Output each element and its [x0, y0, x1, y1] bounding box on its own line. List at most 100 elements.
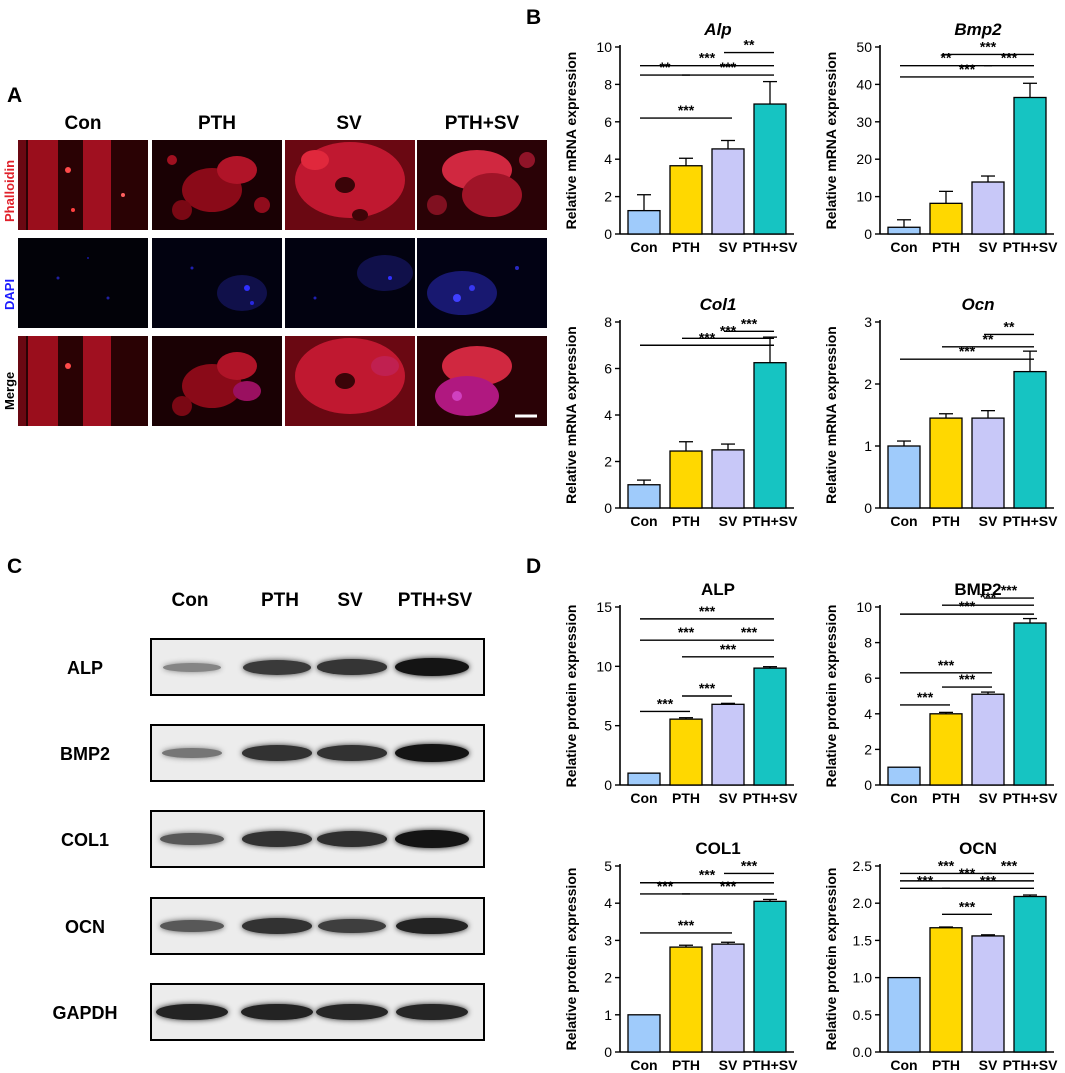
y-tick-label: 3	[864, 314, 872, 330]
significance-label: ***	[699, 603, 716, 619]
wb-label-bmp2: BMP2	[59, 744, 110, 764]
y-axis-label: Relative protein expression	[563, 868, 579, 1051]
bar-pth	[669, 718, 703, 786]
wb-blot-ocn	[150, 897, 485, 955]
y-tick-label: 2	[604, 970, 612, 986]
wb-band	[242, 918, 312, 934]
panel-label-a: A	[7, 84, 23, 107]
significance-label: ***	[741, 857, 758, 873]
significance-label: ***	[699, 329, 716, 345]
x-tick-label: PTH+SV	[1003, 239, 1059, 255]
significance-label: ***	[699, 680, 716, 696]
bar-pth	[929, 202, 963, 235]
significance-label: ***	[938, 657, 955, 673]
y-tick-label: 8	[864, 635, 872, 651]
significance-label: **	[941, 50, 952, 66]
bar-con	[627, 209, 661, 235]
panel-label-c: C	[7, 555, 23, 578]
micro-image-merge-con	[18, 336, 148, 426]
bar-con	[887, 976, 921, 1053]
bar-pth-sv	[753, 362, 787, 509]
bar-pth-sv	[753, 667, 787, 786]
wb-band	[316, 1003, 388, 1021]
micro-image-dapi-con	[18, 238, 148, 328]
micro-col-sv: SV	[336, 113, 362, 134]
significance-label: ***	[938, 857, 955, 873]
y-tick-label: 6	[604, 114, 612, 130]
x-tick-label: Con	[630, 513, 657, 529]
chart-title: Alp	[703, 20, 731, 39]
x-tick-label: Con	[890, 790, 917, 806]
bar-pth-sv	[1013, 96, 1047, 235]
y-tick-label: 10	[856, 599, 872, 615]
wb-band	[396, 1003, 468, 1021]
bar-sv	[711, 148, 745, 235]
x-tick-label: PTH+SV	[743, 239, 799, 255]
bar-pth	[669, 165, 703, 235]
y-tick-label: 8	[604, 314, 612, 330]
bar-sv	[711, 449, 745, 509]
x-tick-label: Con	[630, 1057, 657, 1073]
significance-label: ***	[678, 624, 695, 640]
micro-col-pth: PTH	[198, 113, 236, 134]
significance-label: **	[660, 59, 671, 75]
bar-con	[627, 772, 661, 786]
y-axis-label: Relative protein expression	[563, 605, 579, 788]
y-tick-label: 5	[604, 858, 612, 874]
wb-band	[242, 745, 312, 761]
y-tick-label: 0	[604, 500, 612, 516]
panel-label-d: D	[526, 555, 542, 578]
wb-label-alp: ALP	[67, 658, 103, 678]
significance-label: ***	[917, 689, 934, 705]
y-tick-label: 2.5	[853, 858, 873, 874]
significance-label: ***	[1001, 582, 1018, 598]
wb-band	[395, 744, 469, 762]
wb-col-con: Con	[171, 590, 209, 611]
significance-label: **	[744, 37, 755, 53]
y-axis-label: Relative mRNA expression	[823, 52, 839, 230]
x-tick-label: PTH+SV	[743, 790, 799, 806]
bar-sv	[711, 703, 745, 786]
y-tick-label: 6	[604, 361, 612, 377]
significance-label: ***	[980, 38, 997, 54]
y-tick-label: 40	[856, 76, 872, 92]
wb-blot-gapdh	[150, 983, 485, 1041]
bar-con	[627, 484, 661, 509]
bar-pth-sv	[753, 103, 787, 235]
significance-label: ***	[741, 624, 758, 640]
significance-label: ***	[657, 695, 674, 711]
micro-image-dapi-pth	[152, 238, 282, 328]
micro-image-dapi-sv	[285, 238, 415, 328]
x-tick-label: PTH	[932, 1057, 960, 1073]
micro-col-con: Con	[64, 113, 102, 134]
bar-con	[627, 1014, 661, 1053]
chart-title: Col1	[700, 295, 737, 314]
significance-label: **	[983, 331, 994, 347]
significance-label: ***	[959, 865, 976, 881]
significance-label: ***	[959, 343, 976, 359]
wb-band	[318, 918, 386, 934]
micro-image-phalloidin-con	[18, 140, 148, 230]
panel-label-b: B	[526, 6, 542, 29]
significance-label: ***	[720, 322, 737, 338]
wb-band	[159, 832, 225, 846]
wb-col-sv: SV	[337, 590, 363, 611]
y-tick-label: 20	[856, 151, 872, 167]
micro-image-merge-sv	[285, 336, 415, 426]
y-axis-label: Relative mRNA expression	[563, 52, 579, 230]
wb-band	[317, 745, 387, 761]
y-tick-label: 2	[864, 376, 872, 392]
y-tick-label: 30	[856, 114, 872, 130]
bar-sv	[971, 417, 1005, 509]
significance-label: ***	[720, 641, 737, 657]
significance-label: ***	[699, 50, 716, 66]
micro-image-merge-pth	[152, 336, 282, 426]
wb-band	[242, 659, 312, 675]
y-tick-label: 3	[604, 932, 612, 948]
x-tick-label: SV	[719, 239, 738, 255]
x-tick-label: PTH	[932, 790, 960, 806]
bar-pth	[669, 946, 703, 1053]
y-tick-label: 0.0	[853, 1044, 873, 1060]
x-tick-label: SV	[979, 513, 998, 529]
wb-band	[163, 662, 221, 672]
